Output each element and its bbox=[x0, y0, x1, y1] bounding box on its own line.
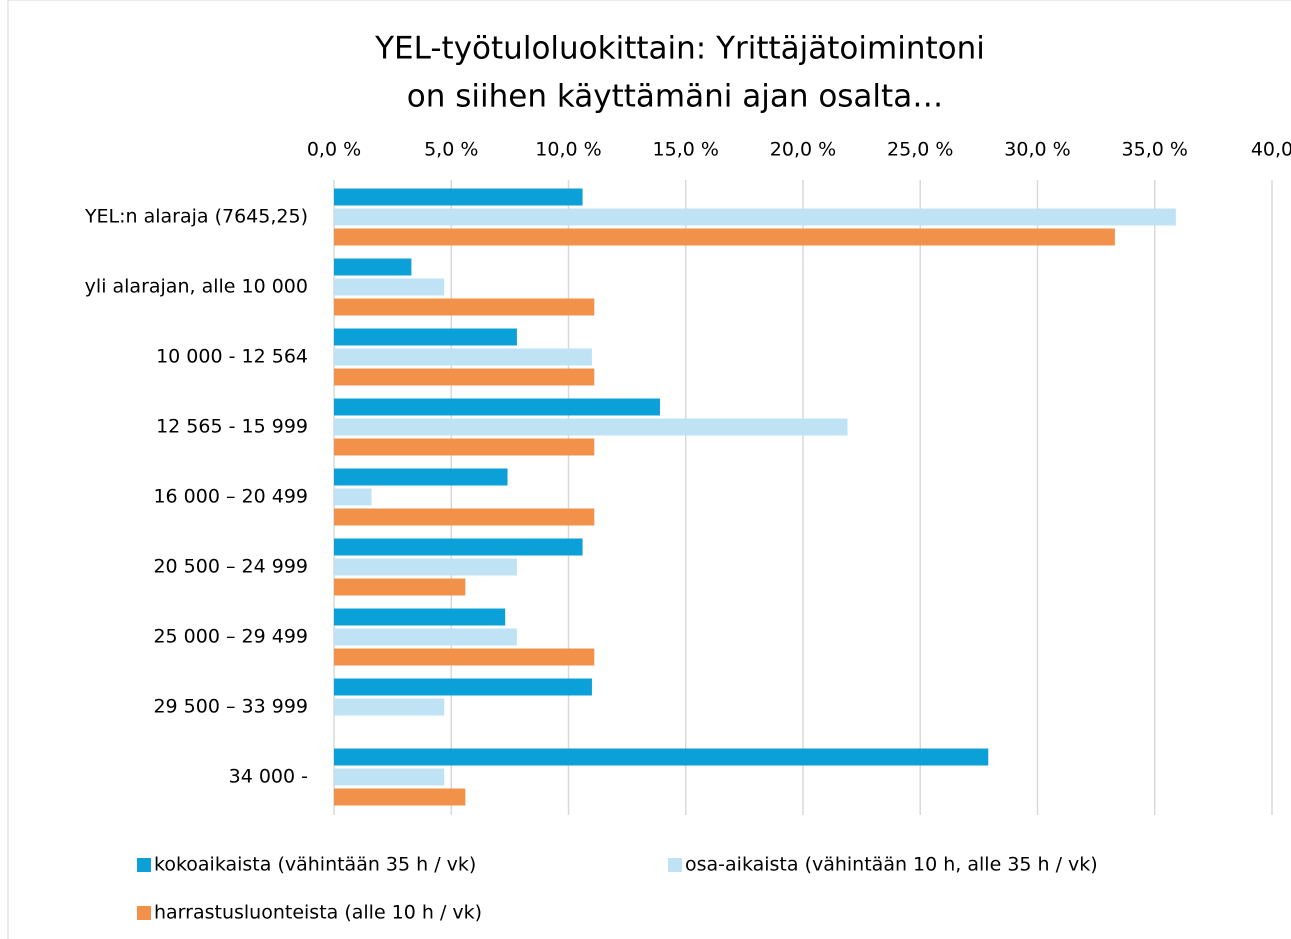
bar bbox=[334, 468, 508, 486]
y-tick-label: 34 000 - bbox=[229, 766, 308, 788]
bar bbox=[334, 208, 1176, 226]
bar bbox=[334, 438, 595, 456]
bar bbox=[334, 788, 466, 806]
bar bbox=[334, 508, 595, 526]
y-tick-label: yli alarajan, alle 10 000 bbox=[85, 276, 308, 298]
bar bbox=[334, 328, 517, 346]
bar bbox=[334, 228, 1115, 246]
x-tick-label: 15,0 % bbox=[653, 139, 719, 161]
bar bbox=[334, 608, 506, 626]
bar bbox=[334, 188, 583, 206]
bar bbox=[334, 558, 517, 576]
legend-swatch bbox=[137, 906, 151, 920]
x-tick-label: 25,0 % bbox=[887, 139, 953, 161]
legend-swatch bbox=[137, 858, 151, 872]
x-tick-label: 0,0 % bbox=[307, 139, 361, 161]
bar bbox=[334, 538, 583, 556]
bar bbox=[334, 298, 595, 316]
chart-title: YEL-työtuloluokittain: Yrittäjätoiminton… bbox=[374, 31, 985, 67]
legend-label: kokoaikaista (vähintään 35 h / vk) bbox=[154, 854, 476, 876]
chart-title: on siihen käyttämäni ajan osalta… bbox=[407, 79, 943, 115]
bar bbox=[334, 768, 445, 786]
legend-label: harrastusluonteista (alle 10 h / vk) bbox=[154, 902, 482, 924]
bar bbox=[334, 678, 592, 696]
bar bbox=[334, 398, 660, 416]
bar bbox=[334, 488, 372, 506]
x-tick-label: 35,0 % bbox=[1122, 139, 1188, 161]
y-tick-label: 20 500 – 24 999 bbox=[153, 556, 308, 578]
x-tick-label: 10,0 % bbox=[535, 139, 601, 161]
bar bbox=[334, 348, 592, 366]
bar bbox=[334, 628, 517, 646]
bar bbox=[334, 648, 595, 666]
bar bbox=[334, 418, 848, 436]
y-tick-label: 16 000 – 20 499 bbox=[153, 486, 308, 508]
y-tick-label: 10 000 - 12 564 bbox=[156, 346, 308, 368]
bar bbox=[334, 368, 595, 386]
y-tick-label: 25 000 – 29 499 bbox=[153, 626, 308, 648]
x-tick-label: 5,0 % bbox=[424, 139, 478, 161]
x-tick-label: 20,0 % bbox=[770, 139, 836, 161]
x-tick-label: 30,0 % bbox=[1004, 139, 1070, 161]
legend-label: osa-aikaista (vähintään 10 h, alle 35 h … bbox=[685, 854, 1098, 876]
chart-frame bbox=[7, 0, 1291, 939]
y-tick-label: YEL:n alaraja (7645,25) bbox=[84, 206, 308, 228]
bar bbox=[334, 748, 989, 766]
bar bbox=[334, 698, 445, 716]
y-tick-label: 12 565 - 15 999 bbox=[156, 416, 308, 438]
legend-swatch bbox=[668, 858, 682, 872]
bar bbox=[334, 258, 412, 276]
bar bbox=[334, 278, 445, 296]
x-tick-label: 40,0 bbox=[1251, 139, 1291, 161]
bar bbox=[334, 578, 466, 596]
y-tick-label: 29 500 – 33 999 bbox=[153, 696, 308, 718]
